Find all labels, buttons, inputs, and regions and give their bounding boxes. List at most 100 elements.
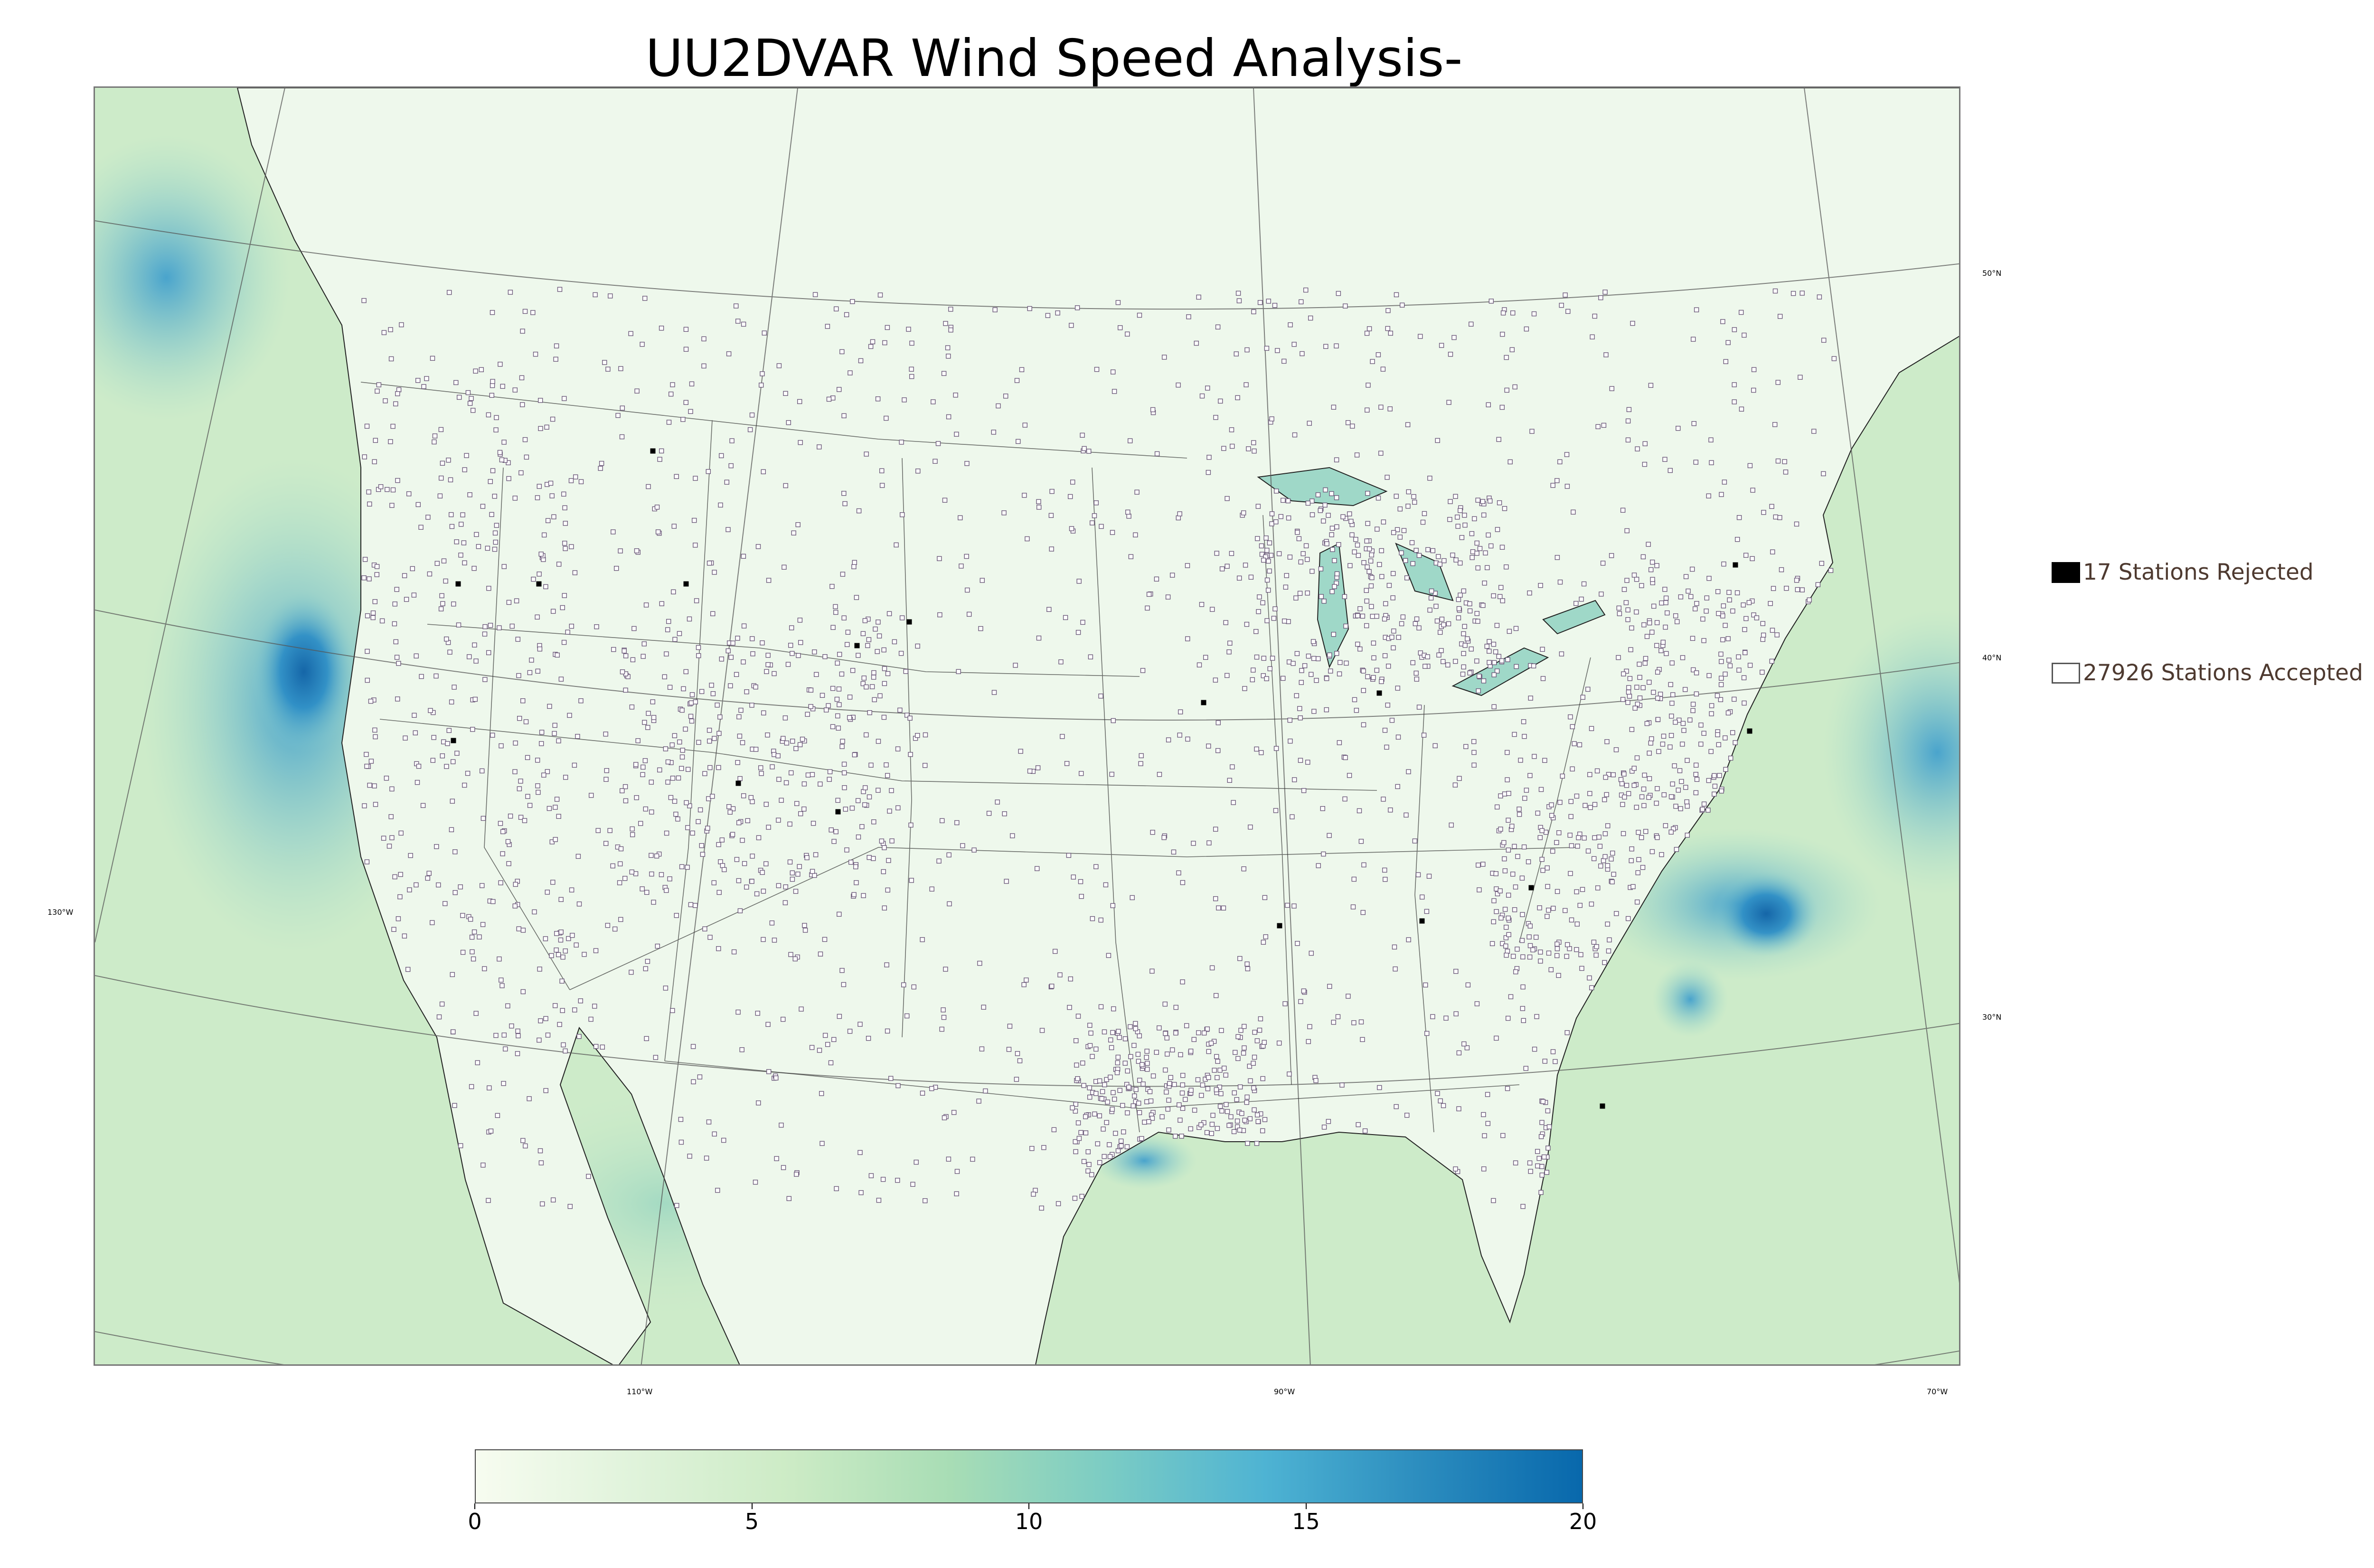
colorbar-tick [1305,1503,1307,1509]
accepted-station-marker [1605,921,1610,927]
accepted-station-marker [1446,621,1451,627]
accepted-station-marker [884,415,889,421]
accepted-station-marker [1626,689,1631,695]
accepted-station-marker [1121,1129,1126,1135]
accepted-station-marker [553,357,558,362]
accepted-station-marker [1075,629,1081,635]
accepted-station-marker [1418,334,1423,339]
accepted-station-marker [1049,984,1055,989]
accepted-station-marker [1416,704,1422,710]
accepted-station-marker [849,806,855,811]
accepted-station-marker [1321,518,1326,524]
accepted-station-marker [1512,732,1517,737]
accepted-station-marker [1528,1169,1533,1174]
accepted-station-marker [503,1046,508,1052]
accepted-station-marker [1125,1110,1130,1116]
accepted-station-marker [1520,1006,1526,1011]
map-panel[interactable] [94,86,1960,1366]
accepted-station-marker [1567,833,1573,838]
accepted-station-marker [545,1033,551,1038]
accepted-station-marker [1334,495,1339,500]
accepted-station-marker [1076,579,1082,584]
accepted-station-marker [1074,1062,1079,1068]
accepted-station-marker [1369,604,1374,609]
accepted-station-marker [865,643,870,648]
accepted-station-marker [797,864,802,869]
accepted-station-marker [1506,847,1511,853]
accepted-station-marker [1557,459,1563,464]
accepted-station-marker [610,863,615,869]
accepted-station-marker [1368,583,1374,589]
accepted-station-marker [1087,1043,1093,1048]
accepted-station-marker [1512,907,1517,912]
accepted-station-marker [482,966,487,971]
accepted-station-marker [717,714,723,720]
accepted-station-marker [1475,619,1480,624]
accepted-station-marker [1351,876,1357,882]
accepted-station-marker [678,1139,684,1145]
wind-speed-map[interactable] [95,88,1960,1366]
accepted-station-marker [1817,294,1822,300]
accepted-station-marker [505,1003,510,1009]
accepted-station-marker [1073,1038,1079,1043]
accepted-station-marker [1049,488,1055,494]
accepted-station-marker [415,378,421,383]
accepted-station-marker [741,659,746,665]
accepted-station-marker [1669,701,1675,706]
accepted-station-marker [1602,797,1607,802]
accepted-station-marker [1385,308,1391,313]
accepted-station-marker [765,732,770,738]
accepted-station-marker [664,830,669,836]
accepted-station-marker [951,1110,957,1115]
accepted-station-marker [1073,1139,1078,1145]
accepted-station-marker [611,647,616,652]
accepted-station-marker [1634,755,1640,761]
accepted-station-marker [1400,614,1406,620]
accepted-station-marker [1739,406,1744,412]
accepted-station-marker [909,374,914,379]
accepted-station-marker [1679,779,1684,784]
accepted-station-marker [1140,1081,1146,1087]
accepted-station-marker [651,900,656,905]
accepted-station-marker [1751,367,1757,372]
accepted-station-marker [1092,513,1097,518]
accepted-station-marker [861,676,867,681]
accepted-station-marker [870,339,876,345]
accepted-station-marker [1477,887,1482,892]
accepted-station-marker [674,474,679,479]
accepted-station-marker [825,1042,830,1047]
accepted-station-marker [1720,613,1725,619]
accepted-station-marker [1256,609,1261,614]
accepted-station-marker [538,552,544,557]
accepted-station-marker [776,777,782,782]
accepted-station-marker [612,926,618,932]
accepted-station-marker [1036,499,1041,504]
accepted-station-marker [1441,622,1446,628]
accepted-station-marker [871,819,876,825]
accepted-station-marker [1467,608,1473,614]
accepted-station-marker [798,811,803,817]
accepted-station-marker [788,770,794,776]
accepted-station-marker [490,468,496,473]
accepted-station-marker [561,491,566,497]
accepted-station-marker [1421,732,1427,738]
accepted-station-marker [1641,622,1647,628]
accepted-station-marker [546,806,552,811]
accepted-station-marker [1232,1090,1237,1096]
accepted-station-marker [1602,831,1608,836]
accepted-station-marker [1721,603,1726,609]
accepted-station-marker [683,726,688,732]
accepted-station-marker [650,699,656,704]
accepted-station-marker [888,1076,894,1081]
accepted-station-marker [772,938,777,943]
accepted-station-marker [1491,660,1497,666]
accepted-station-marker [797,742,803,747]
accepted-station-marker [1355,641,1360,647]
accepted-station-marker [817,1048,822,1053]
accepted-station-marker [566,936,571,941]
accepted-station-marker [1327,984,1332,989]
accepted-station-marker [396,661,401,666]
accepted-station-marker [1459,535,1465,540]
accepted-station-marker [1018,749,1023,754]
accepted-station-marker [1622,794,1627,800]
